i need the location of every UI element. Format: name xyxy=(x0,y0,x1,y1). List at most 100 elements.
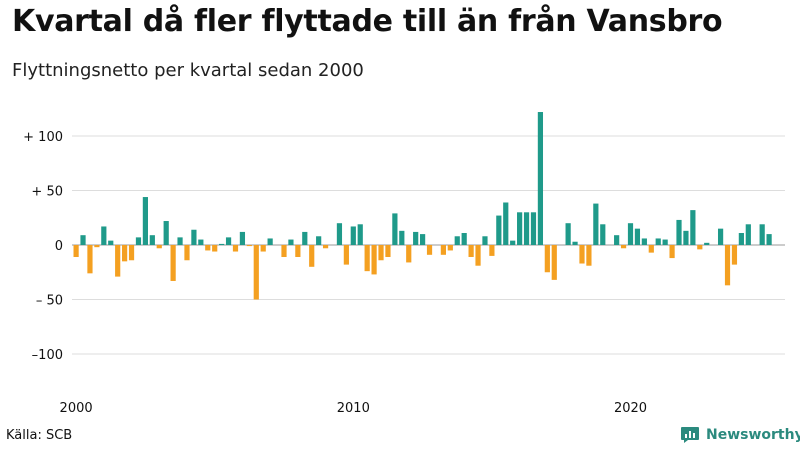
bar xyxy=(364,245,370,272)
bar xyxy=(115,245,121,277)
bar xyxy=(260,245,266,252)
bar xyxy=(128,245,135,261)
bars xyxy=(73,112,772,300)
bar xyxy=(149,235,155,245)
bar xyxy=(600,224,606,245)
bar xyxy=(212,245,218,252)
bar xyxy=(156,245,162,249)
newsworthy-logo-icon xyxy=(681,427,699,443)
bar xyxy=(475,245,481,266)
bar xyxy=(101,226,107,245)
bar xyxy=(267,238,273,245)
chart-subtitle: Flyttningsnetto per kvartal sedan 2000 xyxy=(12,60,364,81)
bar xyxy=(641,238,647,245)
bar xyxy=(551,245,557,280)
bar xyxy=(447,245,453,251)
bar xyxy=(503,202,509,245)
bar xyxy=(468,245,474,257)
bar xyxy=(288,239,294,245)
bar xyxy=(205,245,211,251)
bar xyxy=(634,228,641,245)
bar xyxy=(593,203,599,245)
bar xyxy=(759,224,765,245)
bar xyxy=(177,237,183,245)
bar xyxy=(510,240,516,245)
bar xyxy=(399,230,405,245)
bar xyxy=(392,213,398,245)
bar xyxy=(253,245,259,300)
x-tick-label: 2020 xyxy=(614,401,647,416)
bar xyxy=(73,245,79,257)
bar xyxy=(523,212,530,245)
source-note: Källa: SCB xyxy=(6,428,73,443)
bar xyxy=(690,210,696,245)
bar xyxy=(537,112,544,246)
bar xyxy=(620,245,627,249)
bar xyxy=(669,245,675,259)
bar xyxy=(135,237,142,245)
bar xyxy=(482,236,488,245)
bar xyxy=(420,234,426,245)
bar xyxy=(316,236,322,245)
bar xyxy=(627,223,634,245)
bar xyxy=(489,245,495,256)
y-tick-label: 0 xyxy=(55,239,63,254)
brand-logo[interactable]: Newsworthy xyxy=(680,426,800,444)
bar xyxy=(343,245,349,265)
bar xyxy=(309,245,315,267)
bar xyxy=(426,245,433,255)
bar xyxy=(731,245,738,265)
bar xyxy=(302,231,308,245)
bar xyxy=(738,233,744,245)
bar xyxy=(683,230,689,245)
bar xyxy=(517,212,523,245)
bar xyxy=(336,223,343,245)
bar xyxy=(440,245,446,255)
bar xyxy=(170,245,176,281)
bar xyxy=(108,240,114,245)
bar xyxy=(142,197,148,245)
bar xyxy=(704,242,710,245)
bar xyxy=(225,237,232,245)
chart-title: Kvartal då fler flyttade till än från Va… xyxy=(12,4,723,39)
bar xyxy=(94,245,100,248)
bar xyxy=(406,245,412,263)
bar xyxy=(371,245,377,275)
bar xyxy=(87,245,93,274)
bar xyxy=(572,241,578,245)
bar xyxy=(648,245,654,253)
y-tick-label: + 50 xyxy=(31,185,63,200)
bar-chart: + 100 + 50 0 – 50 –100 2000 2010 2020 xyxy=(23,112,785,416)
y-tick-label: –100 xyxy=(32,348,63,363)
brand-name: Newsworthy xyxy=(706,427,800,443)
y-tick-label: – 50 xyxy=(36,294,63,309)
bar xyxy=(724,245,731,286)
bar xyxy=(745,224,751,245)
bar xyxy=(232,245,239,252)
bar xyxy=(198,239,204,245)
bar xyxy=(717,228,724,245)
bar xyxy=(378,245,384,261)
bar xyxy=(614,235,620,245)
bar xyxy=(676,219,682,245)
bar xyxy=(697,245,703,250)
bar xyxy=(191,229,197,245)
bar xyxy=(662,239,668,245)
bar xyxy=(350,226,356,245)
bar xyxy=(246,245,252,247)
bar xyxy=(385,245,391,257)
bar xyxy=(295,245,301,257)
x-tick-label: 2000 xyxy=(60,401,93,416)
bar xyxy=(357,224,363,245)
bar xyxy=(413,231,419,245)
bar xyxy=(655,238,661,245)
bar xyxy=(544,245,550,273)
axes: + 100 + 50 0 – 50 –100 2000 2010 2020 xyxy=(23,130,647,416)
bar xyxy=(163,221,169,245)
bar xyxy=(219,243,225,245)
bar xyxy=(579,245,585,264)
bar xyxy=(184,245,190,261)
bar xyxy=(766,234,772,245)
bar xyxy=(496,215,502,245)
bar xyxy=(530,212,537,245)
